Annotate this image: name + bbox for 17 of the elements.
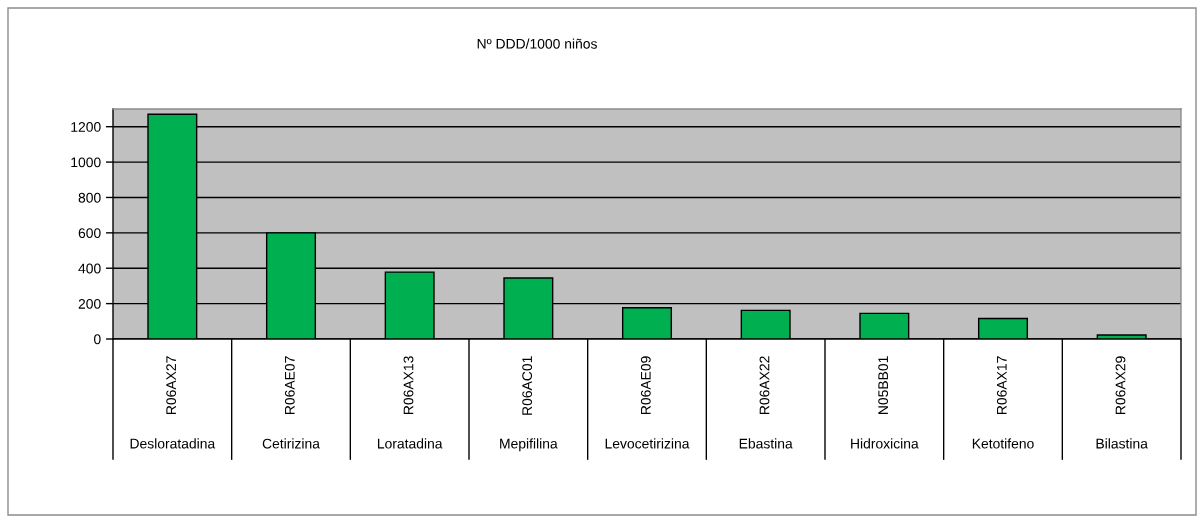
y-tick-label: 800 [78, 192, 101, 203]
chart-title: Nº DDD/1000 niños [477, 38, 597, 49]
category-label: R06AE09 Levocetirizina [605, 356, 690, 449]
y-tick-label: 1200 [71, 122, 101, 132]
category-label: N05BB01 Hidroxicina [851, 356, 919, 449]
y-tick-label: 200 [78, 298, 101, 309]
y-tick-label: 400 [78, 263, 101, 274]
category-label: R06AX17 Ketotifeno [972, 356, 1034, 449]
category-label: R06AX13 Loratadina [377, 356, 443, 449]
category-label: R06AE07 Cetirizina [262, 356, 320, 449]
y-tick-label: 1000 [71, 157, 101, 168]
category-label: R06AX22 Ebastina [739, 356, 793, 449]
category-label: R06AC01 Mepifilina [500, 356, 558, 452]
category-label: R06AX29 Bilastina [1096, 356, 1148, 449]
y-tick-label: 600 [78, 228, 101, 239]
category-label: R06AX27 Desloratadina [130, 356, 216, 449]
y-tick-label: 0 [94, 334, 101, 345]
